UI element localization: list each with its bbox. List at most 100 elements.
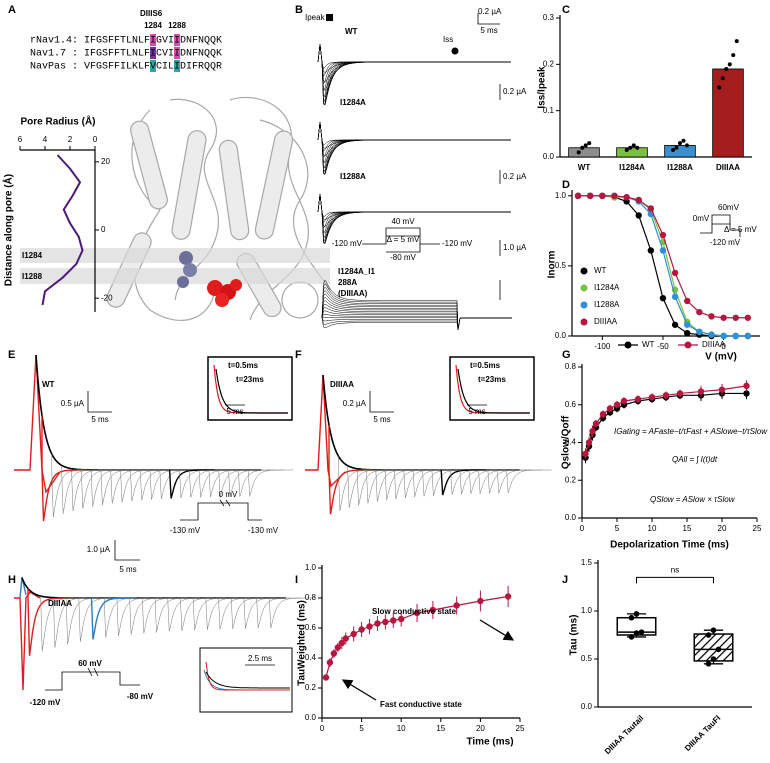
current-trace xyxy=(317,43,511,106)
y-axis-label: TauWeighted (ms) xyxy=(297,600,308,686)
current-trace xyxy=(321,317,512,331)
current-trace xyxy=(321,310,512,331)
current-trace xyxy=(317,121,511,169)
current-trace xyxy=(317,43,511,106)
x-tick-label: -100 xyxy=(594,342,611,351)
marker xyxy=(623,194,630,201)
legend-label: DIIIAA xyxy=(702,340,726,349)
current-trace xyxy=(487,469,533,494)
marker xyxy=(684,329,691,337)
data-point xyxy=(710,656,717,662)
data-point xyxy=(628,145,633,150)
marker xyxy=(382,618,389,626)
current-trace xyxy=(455,364,530,414)
legend-label: I1288A xyxy=(594,300,620,309)
current-trace xyxy=(90,469,137,507)
current-trace xyxy=(321,289,512,331)
trace-label: I1288A xyxy=(340,172,366,181)
alignment-title: DIIIS6 xyxy=(140,9,163,18)
x-tick-label: 0 xyxy=(721,342,726,351)
x-tick-label: -50 xyxy=(657,342,669,351)
marker xyxy=(599,410,607,418)
current-trace xyxy=(269,597,315,629)
current-trace xyxy=(61,465,107,514)
marker xyxy=(720,314,727,321)
sequence: Nav1.7 : IFGSFFTLNLFICVIIDNFNQQK xyxy=(30,49,222,60)
data-point xyxy=(731,53,736,58)
panel-letter: E xyxy=(8,349,15,361)
data-point xyxy=(633,611,640,617)
legend-marker xyxy=(580,318,588,326)
current-trace xyxy=(167,597,213,632)
y-tick-label: 0.5 xyxy=(555,261,567,270)
protocol-label: 60mV xyxy=(718,203,740,212)
x-tick-label: DIIIAA TauFI xyxy=(683,714,722,753)
annotation: -80 mV xyxy=(127,692,154,701)
y-axis-label: Qslow/Qoff xyxy=(561,415,572,469)
annotation: 5 ms xyxy=(119,565,136,574)
y-tick-label: 0.5 xyxy=(581,654,593,663)
x-tick-label: 6 xyxy=(18,135,23,144)
bar xyxy=(712,68,744,158)
marker xyxy=(374,620,381,627)
residue-highlight xyxy=(174,60,180,72)
marker xyxy=(732,314,739,321)
annotation: Fast conductive state xyxy=(380,700,462,709)
current-trace xyxy=(317,43,511,91)
data-point xyxy=(685,143,689,148)
trace-label: WT xyxy=(345,27,358,36)
current-trace xyxy=(321,317,512,331)
marker xyxy=(684,297,691,305)
current-trace xyxy=(305,374,346,488)
marker xyxy=(718,386,726,393)
inset-box xyxy=(207,356,293,421)
y-tick-label: 0.8 xyxy=(305,593,317,602)
marker xyxy=(586,192,594,200)
current-trace xyxy=(321,317,512,331)
y-tick-label: 0.4 xyxy=(305,653,317,662)
legend-label: WT xyxy=(642,340,655,349)
annotation: 0.2 µA xyxy=(343,399,367,408)
current-trace xyxy=(53,597,99,648)
inset-label: t=23ms xyxy=(478,375,506,384)
current-trace xyxy=(103,597,150,638)
y-tick-label: 0.0 xyxy=(581,702,593,711)
y-tick-label: 0.6 xyxy=(565,400,577,409)
current-trace xyxy=(65,597,112,645)
panel-letter: A xyxy=(8,4,16,16)
x-tick-label: 25 xyxy=(516,724,525,733)
annotation-arrow xyxy=(341,679,377,701)
x-tick-label: I1288A xyxy=(667,163,693,172)
trace-label: WT xyxy=(42,380,55,389)
band-label: I1284 xyxy=(22,251,43,260)
current-trace xyxy=(168,469,215,499)
marker xyxy=(659,231,667,239)
current-trace xyxy=(317,121,511,175)
x-tick-label: DIIIAA Tautail xyxy=(603,714,646,757)
panel-letter: F xyxy=(295,349,302,361)
x-tick-label: 10 xyxy=(397,724,406,733)
annotation: 5 ms xyxy=(226,407,243,416)
y-tick-label: 1.0 xyxy=(581,606,593,615)
current-trace xyxy=(205,661,290,691)
current-trace xyxy=(238,469,284,497)
marker xyxy=(684,321,691,328)
current-trace xyxy=(317,43,511,77)
x-tick-label: 0 xyxy=(580,524,585,533)
data-point xyxy=(705,632,712,638)
y-tick-label: 0.0 xyxy=(565,513,577,522)
current-trace xyxy=(90,597,137,640)
residue-highlight xyxy=(150,60,156,72)
x-tick-label: 15 xyxy=(683,524,692,533)
legend-marker xyxy=(624,341,632,349)
current-trace xyxy=(40,596,86,652)
marker xyxy=(635,212,642,219)
marker xyxy=(671,321,679,328)
marker xyxy=(743,390,750,397)
marker xyxy=(589,427,596,435)
data-point xyxy=(681,138,686,143)
inset-box xyxy=(199,647,293,713)
x-tick-label: 0 xyxy=(93,135,98,144)
marker xyxy=(330,650,338,657)
panel-letter: G xyxy=(562,349,571,361)
